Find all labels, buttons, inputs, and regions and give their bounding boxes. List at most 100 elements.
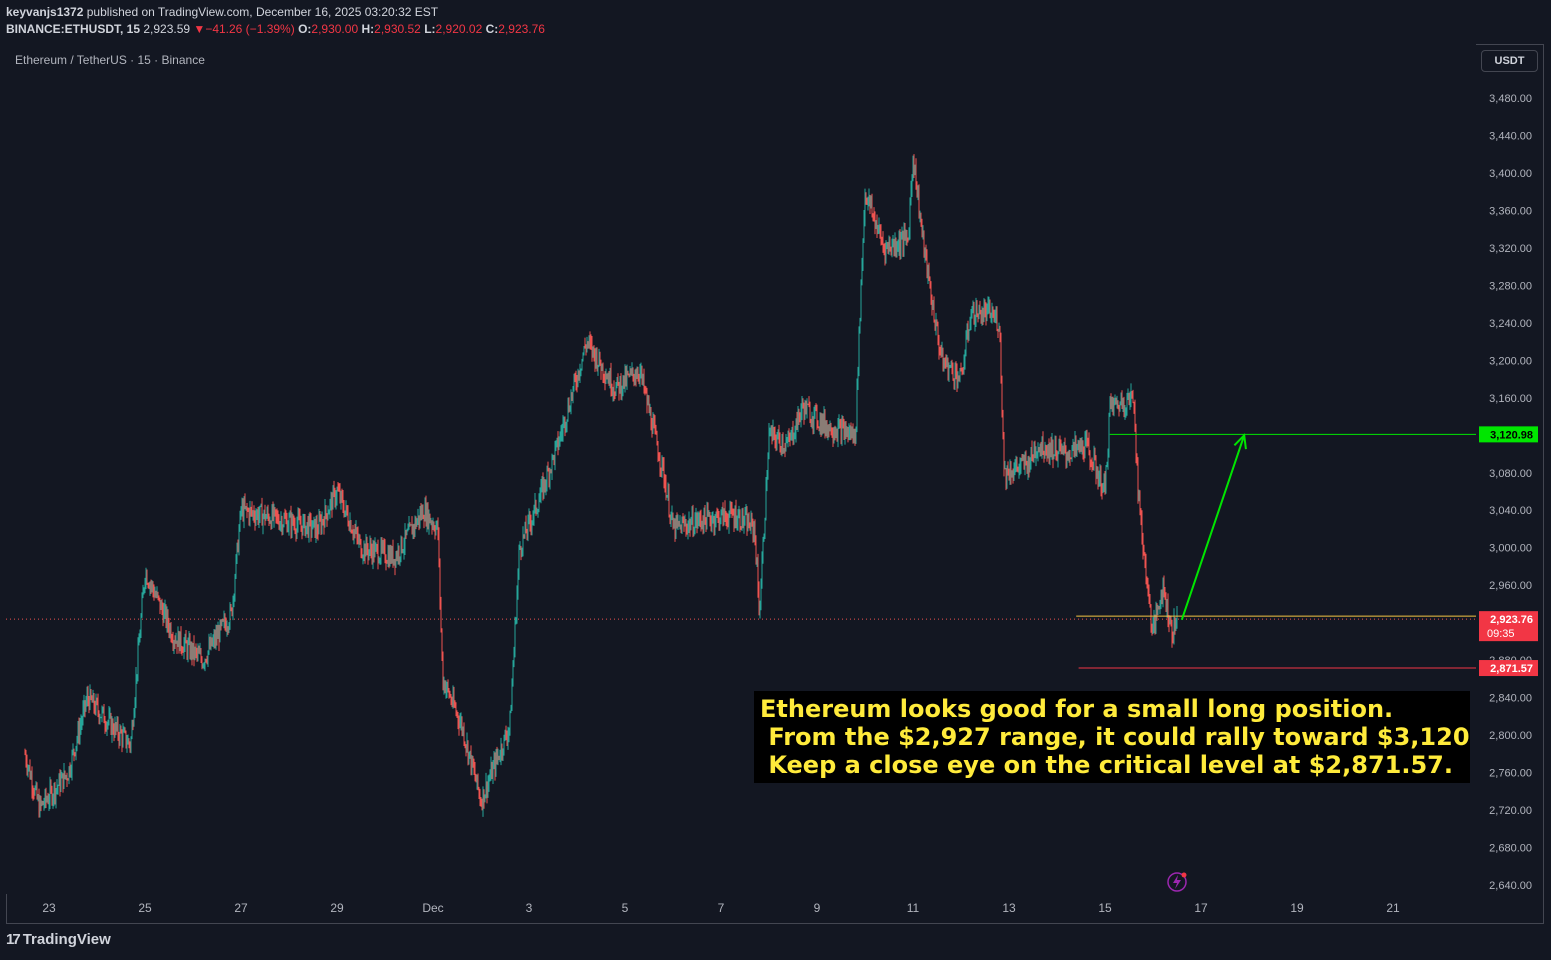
candle [152, 581, 154, 598]
low-label: L: [424, 22, 436, 36]
candle-body [263, 510, 265, 517]
candle [231, 607, 233, 617]
candle-body [177, 632, 179, 647]
candle [1003, 431, 1005, 477]
candle-body [362, 556, 364, 558]
candle-body [538, 502, 540, 512]
candle-body [81, 720, 83, 724]
candle [799, 412, 801, 423]
candle [834, 425, 836, 441]
candle [972, 300, 974, 314]
price-chart[interactable]: 3,480.003,440.003,400.003,360.003,320.00… [6, 44, 1544, 924]
candle-body [134, 699, 136, 714]
candle-body [903, 230, 905, 248]
candle-body [1070, 457, 1072, 459]
candle-body [1129, 397, 1131, 403]
candle-body [220, 621, 222, 625]
candle-body [410, 524, 412, 526]
candle [699, 510, 701, 528]
candle-body [982, 315, 984, 320]
candle-body [119, 729, 121, 741]
candle [491, 761, 493, 780]
candle [805, 400, 807, 415]
candle [436, 520, 438, 530]
candle-body [473, 766, 475, 770]
candle [109, 707, 111, 719]
candle-body [530, 522, 532, 528]
candle [1149, 593, 1151, 608]
candle-body [441, 629, 443, 658]
candle [1013, 462, 1015, 481]
annotation-text-box[interactable]: Ethereum looks good for a small long pos… [754, 691, 1470, 783]
candle [744, 507, 746, 526]
candle [714, 514, 716, 536]
candle [1072, 438, 1074, 451]
candle-body [999, 329, 1001, 337]
candle [383, 538, 385, 555]
candle-body [1056, 454, 1058, 461]
candle-body [926, 253, 928, 276]
candle-body [168, 625, 170, 633]
price-tick-label: 3,440.00 [1489, 130, 1532, 142]
candle-body [335, 498, 337, 503]
candle-body [59, 775, 61, 790]
candle [182, 646, 184, 653]
candle-body [586, 342, 588, 348]
candle-body [197, 651, 199, 655]
candle [660, 467, 662, 478]
candle-body [208, 642, 210, 652]
candle [1045, 444, 1047, 456]
candle [833, 426, 835, 444]
candle [546, 465, 548, 492]
candle-body [322, 519, 324, 522]
candle [610, 362, 612, 397]
candle-body [88, 699, 90, 709]
candle [507, 726, 509, 750]
candle [812, 416, 814, 435]
candle [668, 483, 670, 518]
candle [208, 633, 210, 655]
candle-body [713, 516, 715, 528]
candle-body [1138, 494, 1140, 497]
candle [1046, 445, 1048, 462]
candle [728, 510, 730, 534]
candle-body [961, 370, 963, 373]
candle [65, 774, 67, 780]
tradingview-logo[interactable]: 17 TradingView [6, 931, 111, 948]
candle [60, 770, 62, 792]
candle [204, 658, 206, 672]
candle-body [853, 429, 855, 437]
candle-body [659, 460, 661, 468]
candle-body [316, 522, 318, 532]
candle-body [868, 196, 870, 200]
candle-body [1047, 445, 1049, 455]
candle [1121, 390, 1123, 410]
candle [252, 510, 254, 521]
author-name[interactable]: keyvanjs1372 [6, 5, 84, 19]
lightning-icon[interactable] [1167, 872, 1187, 892]
candle-body [349, 521, 351, 530]
candle [942, 347, 944, 372]
candle-body [412, 525, 414, 535]
candle [532, 510, 534, 526]
candle-body [379, 558, 381, 563]
candle-body [472, 756, 474, 767]
candle-body [241, 505, 243, 511]
time-tick-label: 5 [622, 901, 629, 915]
candle [1078, 440, 1080, 453]
currency-button[interactable]: USDT [1481, 50, 1538, 72]
candle [662, 457, 664, 472]
candle-body [383, 545, 385, 547]
candle-body [75, 746, 77, 755]
candle-body [62, 773, 64, 788]
candle-body [54, 785, 56, 800]
candle [189, 633, 191, 660]
candle [437, 517, 439, 541]
candle [947, 357, 949, 381]
candle [238, 524, 240, 556]
candle [1110, 393, 1112, 410]
candle-body [301, 525, 303, 534]
candle-body [533, 506, 535, 518]
candle-body [299, 518, 301, 525]
